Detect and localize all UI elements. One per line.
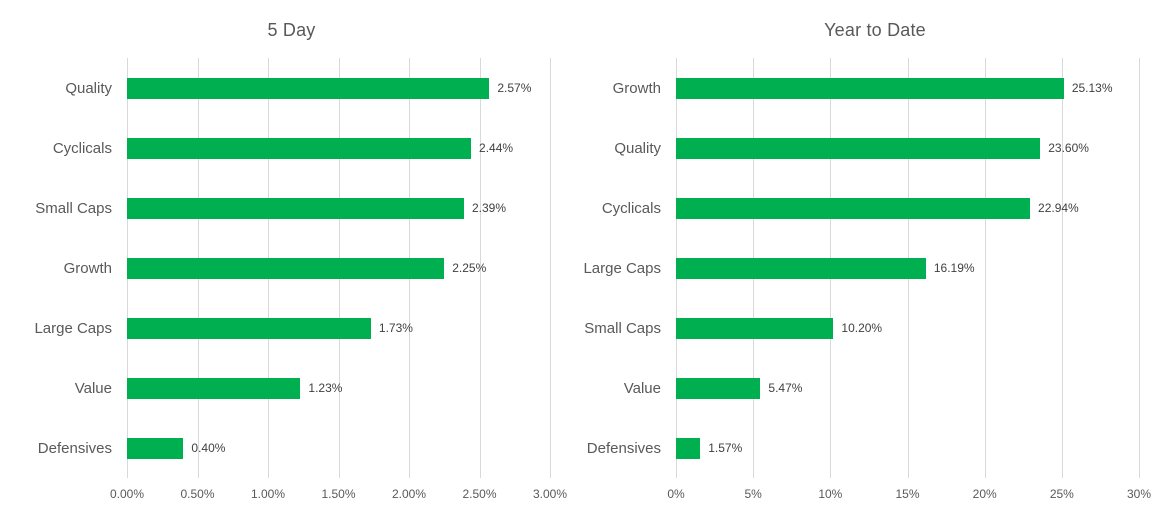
bar (127, 317, 371, 339)
x-axis-tick-label: 1.50% (321, 487, 356, 501)
bar (676, 77, 1064, 99)
gridline (1139, 58, 1140, 478)
gridline (984, 58, 986, 478)
value-label: 5.47% (768, 380, 803, 395)
bar (127, 77, 490, 99)
category-label: Large Caps (34, 319, 112, 337)
category-label: Cyclicals (601, 199, 661, 217)
x-axis-tick-label: 5% (744, 487, 762, 501)
bar (676, 437, 701, 459)
x-axis-tick-label: 0.50% (180, 487, 215, 501)
category-label: Defensives (586, 439, 661, 457)
plot-area: 0.00% 0.50% 1.00% 1.50% 2.00% 2.50% 3.00% Quali… (0, 0, 583, 532)
bar (127, 437, 184, 459)
x-axis-tick-label: 2.00% (391, 487, 427, 501)
value-label: 2.39% (471, 200, 507, 215)
x-axis-tick-label: 0% (667, 487, 685, 501)
category-label: Small Caps (35, 199, 112, 217)
x-axis-tick-label: 25% (1049, 487, 1074, 501)
value-label: 25.13% (1071, 80, 1113, 95)
category-label: Value (623, 379, 661, 397)
value-label: 0.40% (191, 440, 226, 455)
chart-title: 5 Day (267, 20, 316, 40)
category-label: Cyclicals (52, 139, 112, 157)
gridline (1061, 58, 1063, 478)
category-label: Quality (614, 139, 661, 157)
chart-title: Year to Date (824, 20, 926, 40)
x-axis-tick-label: 10% (818, 487, 843, 501)
value-label: 1.23% (308, 380, 343, 395)
value-label: 1.57% (708, 440, 743, 455)
x-axis-tick-label: 20% (972, 487, 997, 501)
x-axis-tick-label: 2.50% (462, 487, 497, 501)
bar (676, 257, 926, 279)
x-axis-tick-label: 15% (895, 487, 920, 501)
bar (676, 317, 834, 339)
bar (127, 377, 301, 399)
value-label: 23.60% (1048, 140, 1089, 155)
category-label: Defensives (37, 439, 112, 457)
plot-area: 0% 5% 10% 15% 20% 25% 30% Growth 25.13% Quality 23… (583, 0, 1167, 532)
value-label: 2.25% (452, 260, 487, 275)
category-label: Small Caps (584, 319, 661, 337)
category-label: Large Caps (583, 259, 661, 277)
bar (676, 377, 761, 399)
gridline (479, 58, 481, 478)
category-label: Growth (612, 79, 661, 97)
bar (676, 137, 1041, 159)
value-label: 2.57% (497, 80, 532, 95)
bar (127, 257, 445, 279)
value-label: 22.94% (1038, 200, 1079, 215)
gridline (550, 58, 551, 478)
value-label: 16.19% (933, 260, 975, 275)
value-label: 10.20% (841, 320, 883, 335)
x-axis-tick-label: 3.00% (532, 487, 568, 501)
x-axis-tick-label: 30% (1126, 487, 1152, 501)
value-label: 2.44% (479, 140, 514, 155)
chart-year-to-date: Year to Date 0% 5% 10% 15% 20% 25% 30% Growth 25… (583, 0, 1167, 532)
bar (127, 137, 472, 159)
bar (127, 197, 464, 219)
x-axis-tick-label: 1.00% (250, 487, 286, 501)
value-label: 1.73% (378, 320, 413, 335)
category-label: Growth (63, 259, 112, 277)
x-axis-tick-label: 0.00% (109, 487, 145, 501)
chart-5-day: 5 Day 0.00% 0.50% 1.00% 1.50% 2.00% 2.50% 3.00… (0, 0, 583, 532)
category-label: Quality (65, 79, 112, 97)
bar (676, 197, 1031, 219)
category-label: Value (74, 379, 112, 397)
